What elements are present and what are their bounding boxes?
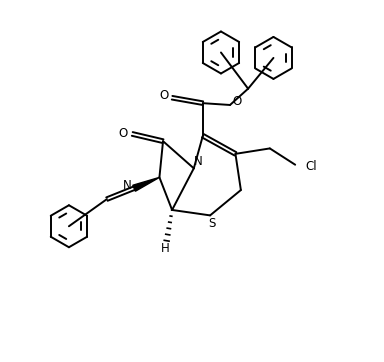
Text: Cl: Cl <box>305 160 317 173</box>
Text: O: O <box>119 127 128 140</box>
Text: O: O <box>159 89 169 102</box>
Text: N: N <box>194 155 202 168</box>
Text: O: O <box>233 95 242 108</box>
Text: S: S <box>208 217 215 230</box>
Text: N: N <box>123 179 132 192</box>
Text: H: H <box>161 242 169 255</box>
Polygon shape <box>133 177 159 191</box>
